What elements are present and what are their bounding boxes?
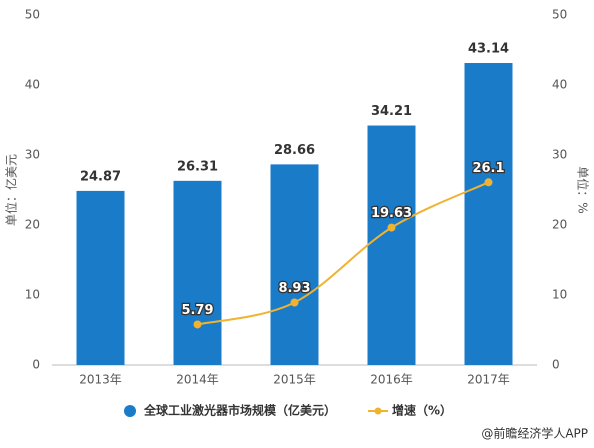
y-tick-label: 30 (25, 148, 40, 162)
y-tick-label: 40 (25, 78, 40, 92)
line-value-label: 19.63 (371, 206, 412, 221)
y2-tick-label: 0 (552, 358, 560, 372)
x-tick-label: 2016年 (370, 373, 413, 387)
y-tick-label: 20 (25, 218, 40, 232)
value-label: 28.66 (274, 143, 315, 158)
line-point (387, 223, 396, 232)
line-point (290, 298, 299, 307)
x-tick-label: 2017年 (467, 373, 510, 387)
y-tick-label: 50 (25, 8, 40, 22)
line-value-label: 5.79 (181, 303, 213, 318)
source: @前瞻经济学人APP (481, 426, 588, 441)
value-label: 43.14 (468, 42, 509, 57)
y-tick-label: 10 (25, 288, 40, 302)
y-tick-label: 0 (32, 358, 40, 372)
legend-marker (374, 407, 382, 415)
bar (270, 164, 319, 365)
bar (464, 63, 513, 366)
y2-tick-label: 50 (552, 8, 567, 22)
y2-tick-label: 40 (552, 78, 567, 92)
value-label: 24.87 (80, 169, 121, 184)
x-tick-label: 2015年 (273, 373, 316, 387)
legend-marker (124, 405, 136, 417)
legend-label: 增速（%） (392, 403, 452, 418)
y2-tick-label: 20 (552, 218, 567, 232)
legend-label: 全球工业激光器市场规模（亿美元） (143, 403, 336, 418)
line-point (193, 320, 202, 329)
line-value-label: 26.1 (472, 161, 504, 176)
bar (76, 190, 125, 365)
x-tick-label: 2013年 (79, 373, 122, 387)
value-label: 34.21 (371, 104, 412, 119)
line (197, 181, 489, 326)
x-tick-label: 2014年 (176, 373, 219, 387)
line-value-label: 8.93 (278, 281, 310, 296)
line-point (484, 178, 493, 187)
value-label: 26.31 (177, 159, 218, 174)
bar (173, 180, 222, 365)
y2-axis-label: 单位：% (576, 166, 591, 213)
bar (367, 125, 416, 365)
y2-tick-label: 30 (552, 148, 567, 162)
y-axis-label: 单位：亿美元 (4, 154, 19, 226)
y2-tick-label: 10 (552, 288, 567, 302)
